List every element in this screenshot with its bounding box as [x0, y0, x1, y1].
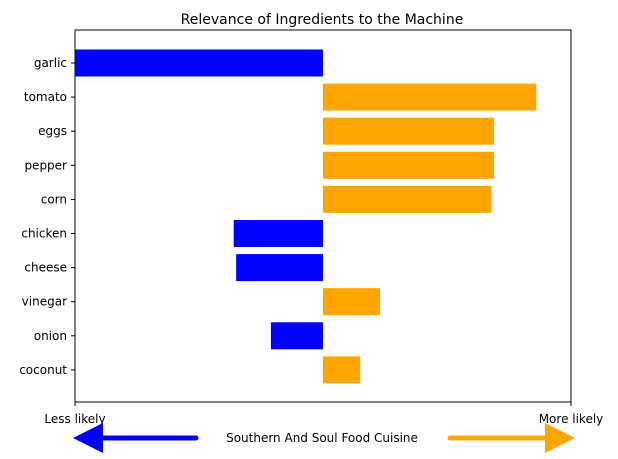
y-tick-label-garlic: garlic	[34, 56, 67, 70]
bar-vinegar	[323, 288, 381, 316]
bar-corn	[323, 185, 492, 213]
bar-tomato	[323, 83, 537, 111]
bar-coconut	[323, 356, 361, 384]
y-tick-label-eggs: eggs	[38, 124, 67, 138]
bar-cheese	[236, 254, 323, 282]
x-axis-label: Southern And Soul Food Cuisine	[226, 431, 418, 445]
y-tick-label-chicken: chicken	[21, 227, 67, 241]
bar-eggs	[323, 117, 495, 145]
x-tick-label-less-likely: Less likely	[44, 412, 105, 426]
y-tick-label-cheese: cheese	[24, 261, 67, 275]
bars-layer	[75, 49, 537, 384]
x-tick-label-more-likely: More likely	[539, 412, 604, 426]
y-tick-label-onion: onion	[34, 329, 67, 343]
bar-pepper	[323, 151, 495, 179]
bar-garlic	[75, 49, 323, 77]
chart-title: Relevance of Ingredients to the Machine	[181, 12, 464, 28]
plot-frame	[74, 29, 572, 403]
y-tick-label-pepper: pepper	[24, 158, 67, 172]
bar-chicken	[233, 220, 323, 247]
y-tick-label-coconut: coconut	[19, 363, 67, 377]
bar-onion	[270, 322, 323, 350]
y-axis-labels: garlic tomato eggs pepper corn chicken cheese v…	[19, 56, 75, 377]
y-tick-label-tomato: tomato	[24, 90, 67, 104]
y-tick-label-corn: corn	[41, 192, 67, 206]
y-tick-label-vinegar: vinegar	[22, 295, 67, 309]
